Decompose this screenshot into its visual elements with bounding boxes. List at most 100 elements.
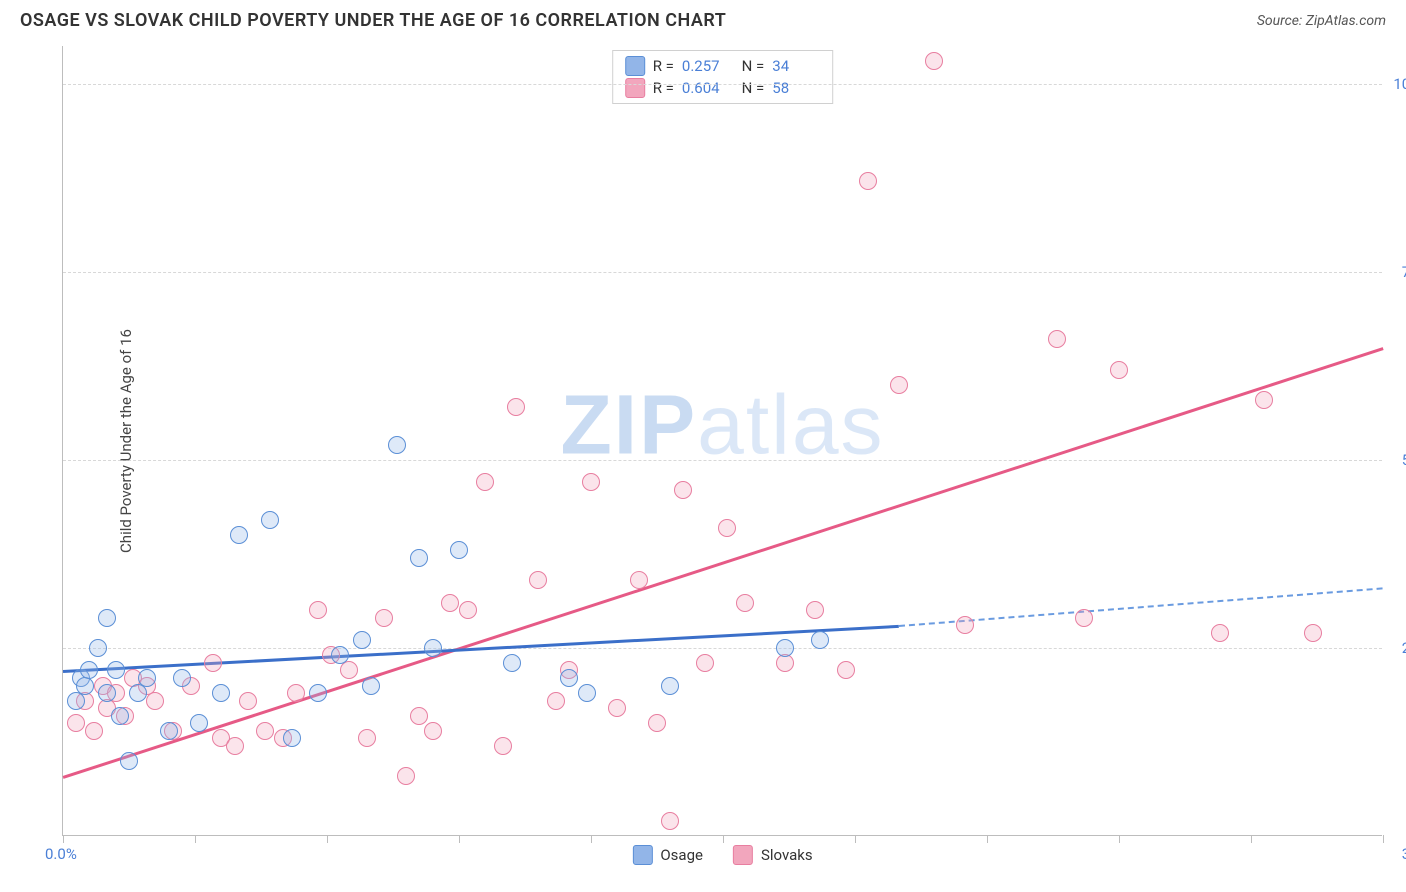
scatter-point-slovak	[358, 729, 376, 747]
gridline	[63, 460, 1382, 461]
scatter-point-slovak	[226, 737, 244, 755]
source-attribution: Source: ZipAtlas.com	[1257, 13, 1386, 29]
scatter-point-osage	[230, 526, 248, 544]
x-tick	[987, 835, 988, 843]
scatter-point-slovak	[424, 722, 442, 740]
scatter-point-osage	[450, 541, 468, 559]
x-axis-min-label: 0.0%	[45, 845, 77, 863]
legend-label-osage: Osage	[660, 846, 703, 864]
scatter-point-osage	[283, 729, 301, 747]
scatter-point-osage	[362, 677, 380, 695]
x-tick	[195, 835, 196, 843]
x-tick	[591, 835, 592, 843]
scatter-point-osage	[309, 684, 327, 702]
scatter-point-osage	[89, 639, 107, 657]
scatter-point-slovak	[309, 601, 327, 619]
scatter-point-slovak	[507, 398, 525, 416]
scatter-point-slovak	[1075, 609, 1093, 627]
scatter-point-slovak	[1110, 361, 1128, 379]
scatter-point-slovak	[287, 684, 305, 702]
scatter-point-slovak	[1304, 624, 1322, 642]
watermark-part-a: ZIP	[560, 377, 697, 471]
scatter-point-osage	[661, 677, 679, 695]
watermark-part-b: atlas	[697, 377, 884, 471]
scatter-point-slovak	[736, 594, 754, 612]
n-label: N =	[738, 79, 764, 97]
scatter-point-osage	[190, 714, 208, 732]
scatter-point-osage	[410, 549, 428, 567]
y-axis-title: Child Poverty Under the Age of 16	[117, 329, 135, 553]
x-tick	[1119, 835, 1120, 843]
scatter-point-osage	[578, 684, 596, 702]
scatter-point-slovak	[67, 714, 85, 732]
gridline	[63, 272, 1382, 273]
header: OSAGE VS SLOVAK CHILD POVERTY UNDER THE …	[0, 0, 1406, 39]
scatter-point-osage	[98, 684, 116, 702]
scatter-point-osage	[111, 707, 129, 725]
scatter-point-osage	[138, 669, 156, 687]
legend-item-slovak: Slovaks	[733, 845, 813, 865]
correlation-legend: R = 0.257 N = 34 R = 0.604 N = 58	[612, 50, 834, 104]
scatter-point-slovak	[1048, 330, 1066, 348]
n-value-slovak: 58	[772, 79, 820, 97]
series-legend: Osage Slovaks	[632, 845, 812, 865]
scatter-point-osage	[331, 646, 349, 664]
watermark: ZIPatlas	[560, 376, 884, 473]
scatter-point-slovak	[837, 661, 855, 679]
scatter-point-osage	[424, 639, 442, 657]
gridline	[63, 648, 1382, 649]
x-tick	[327, 835, 328, 843]
scatter-point-slovak	[890, 376, 908, 394]
x-tick	[1251, 835, 1252, 843]
scatter-point-slovak	[397, 767, 415, 785]
scatter-point-slovak	[608, 699, 626, 717]
scatter-point-osage	[353, 631, 371, 649]
legend-label-slovak: Slovaks	[761, 846, 813, 864]
scatter-point-osage	[160, 722, 178, 740]
x-tick	[1383, 835, 1384, 843]
x-tick	[855, 835, 856, 843]
plot-region: ZIPatlas R = 0.257 N = 34 R = 0.604 N = …	[62, 46, 1382, 836]
n-value-osage: 34	[772, 57, 820, 75]
scatter-point-osage	[173, 669, 191, 687]
scatter-point-slovak	[661, 812, 679, 830]
x-tick	[723, 835, 724, 843]
scatter-point-osage	[212, 684, 230, 702]
y-tick-label: 50.0%	[1387, 451, 1406, 469]
scatter-point-osage	[98, 609, 116, 627]
scatter-point-osage	[388, 436, 406, 454]
scatter-point-slovak	[85, 722, 103, 740]
swatch-icon	[625, 78, 645, 98]
n-label: N =	[738, 57, 764, 75]
scatter-point-slovak	[441, 594, 459, 612]
r-label: R =	[653, 79, 674, 97]
chart-area: ZIPatlas R = 0.257 N = 34 R = 0.604 N = …	[62, 46, 1382, 836]
trendline	[63, 625, 899, 673]
scatter-point-slovak	[410, 707, 428, 725]
scatter-point-slovak	[476, 473, 494, 491]
y-tick-label: 25.0%	[1387, 639, 1406, 657]
scatter-point-slovak	[1255, 391, 1273, 409]
x-tick	[63, 835, 64, 843]
scatter-point-slovak	[582, 473, 600, 491]
scatter-point-slovak	[494, 737, 512, 755]
scatter-point-slovak	[925, 52, 943, 70]
scatter-point-slovak	[146, 692, 164, 710]
y-tick-label: 75.0%	[1387, 263, 1406, 281]
scatter-point-slovak	[547, 692, 565, 710]
swatch-icon	[632, 845, 652, 865]
scatter-point-slovak	[529, 571, 547, 589]
scatter-point-osage	[560, 669, 578, 687]
scatter-point-osage	[80, 661, 98, 679]
r-value-slovak: 0.604	[682, 79, 730, 97]
scatter-point-slovak	[718, 519, 736, 537]
scatter-point-slovak	[239, 692, 257, 710]
scatter-point-slovak	[1211, 624, 1229, 642]
scatter-point-osage	[776, 639, 794, 657]
scatter-point-slovak	[859, 172, 877, 190]
scatter-point-osage	[261, 511, 279, 529]
scatter-point-slovak	[340, 661, 358, 679]
r-label: R =	[653, 57, 674, 75]
scatter-point-slovak	[256, 722, 274, 740]
scatter-point-slovak	[806, 601, 824, 619]
